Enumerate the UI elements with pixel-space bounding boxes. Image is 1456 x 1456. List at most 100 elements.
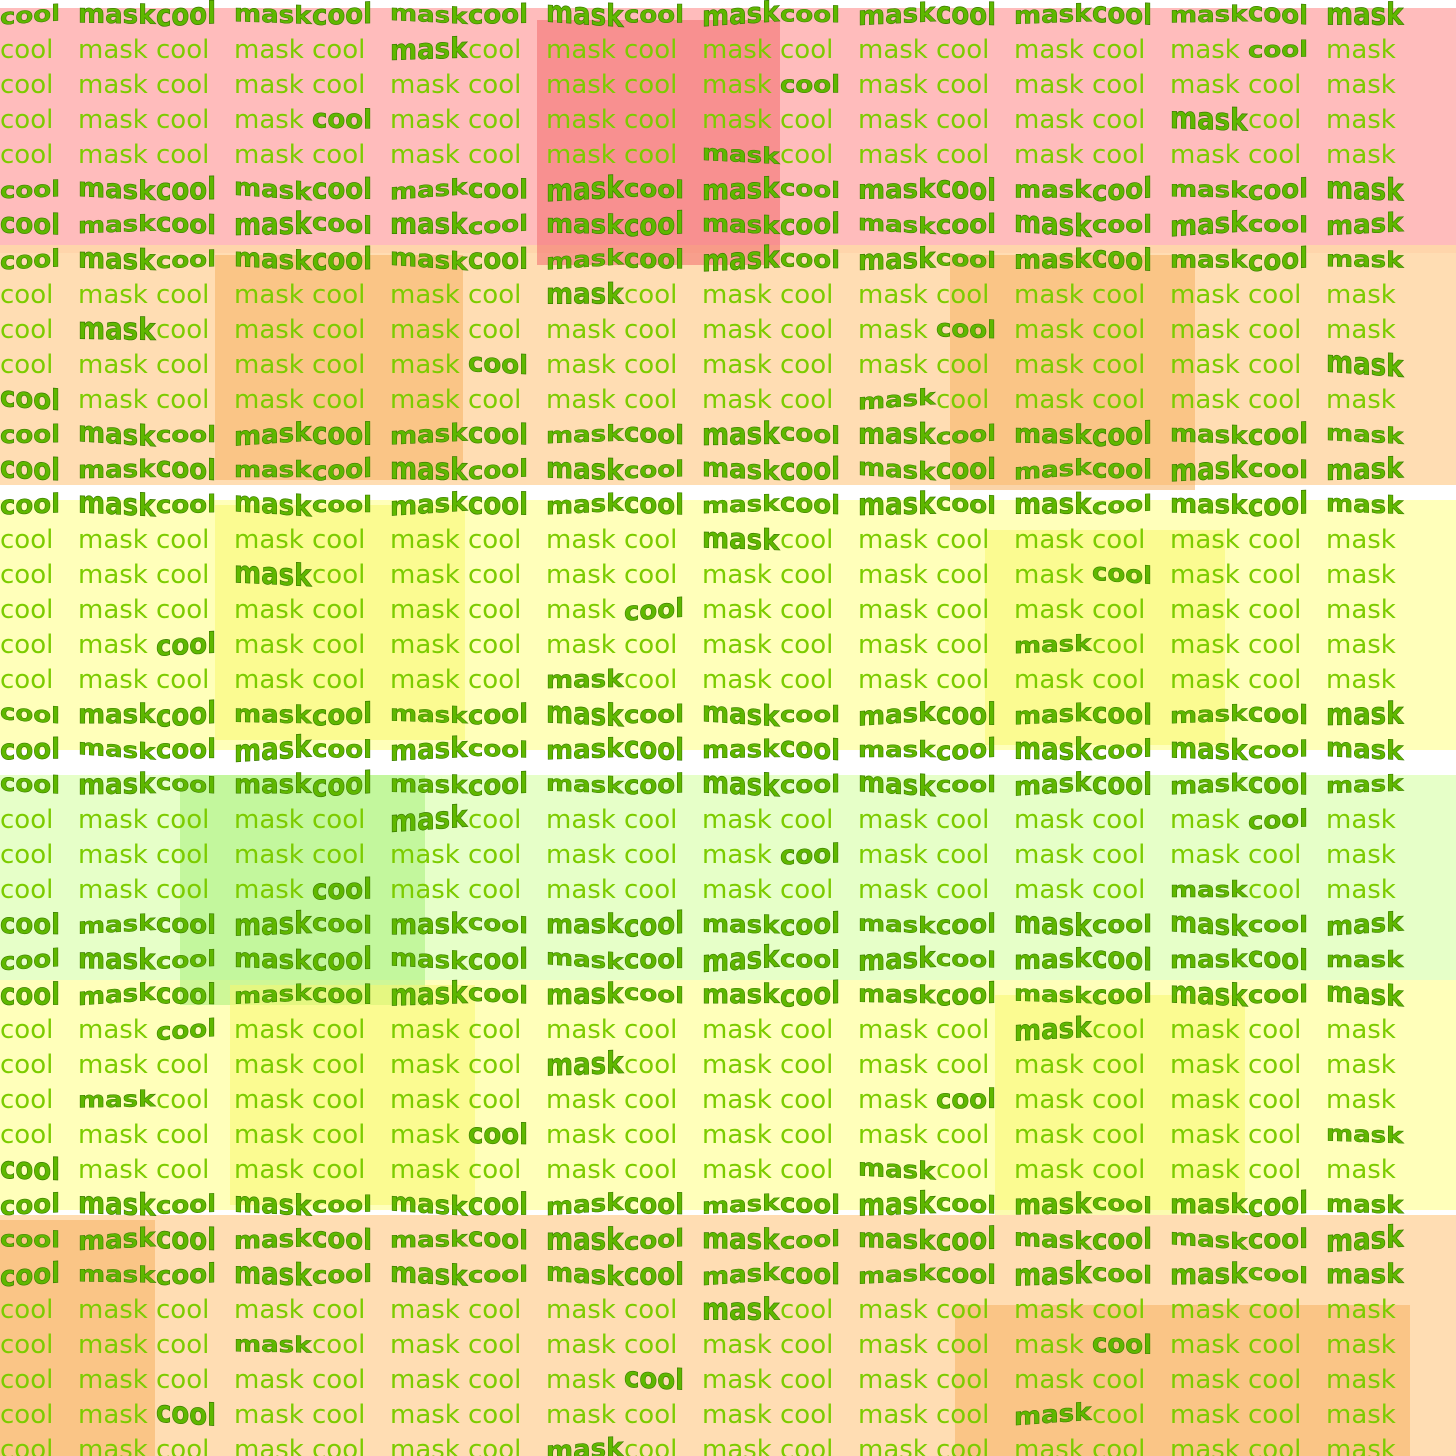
- pattern-word: cool: [312, 630, 366, 660]
- pattern-word: mask: [1170, 908, 1248, 943]
- pattern-word: cool: [468, 1365, 522, 1395]
- pattern-word: mask: [78, 1261, 156, 1289]
- pattern-word: mask: [546, 1048, 624, 1083]
- pattern-word: cool: [156, 734, 217, 766]
- pattern-word: cool: [468, 699, 529, 732]
- pattern-word: mask: [702, 209, 780, 241]
- pattern-word: mask: [234, 315, 304, 345]
- pattern-word: mask: [234, 1400, 304, 1430]
- pattern-word: cool: [468, 768, 529, 803]
- pattern-word: cool: [0, 453, 61, 488]
- pattern-word: mask: [1326, 1155, 1396, 1185]
- pattern-word: mask: [1170, 1435, 1240, 1456]
- pattern-word: cool: [780, 140, 834, 170]
- pattern-word: cool: [780, 1155, 834, 1185]
- pattern-word: cool: [780, 560, 834, 590]
- pattern-word: cool: [936, 1223, 997, 1258]
- pattern-word: mask: [546, 1433, 624, 1456]
- pattern-word: mask: [1014, 419, 1092, 451]
- pattern-word: mask: [858, 453, 936, 487]
- pattern-word: cool: [312, 280, 366, 310]
- pattern-word: cool: [468, 560, 522, 590]
- pattern-word: mask: [78, 1155, 148, 1185]
- pattern-word: mask: [234, 1224, 312, 1256]
- pattern-word: mask: [702, 418, 780, 453]
- pattern-word: mask: [390, 0, 468, 30]
- pattern-word: cool: [156, 1398, 217, 1433]
- pattern-word: cool: [468, 140, 522, 170]
- pattern-word: mask: [1170, 419, 1248, 451]
- pattern-word: mask: [858, 210, 936, 240]
- pattern-word: cool: [156, 1050, 210, 1080]
- pattern-word: cool: [0, 1330, 54, 1360]
- pattern-word: cool: [936, 1189, 997, 1221]
- pattern-word: mask: [1170, 1330, 1240, 1360]
- pattern-word: mask: [858, 1365, 928, 1395]
- pattern-word: mask: [1014, 488, 1092, 522]
- pattern-word: cool: [780, 1085, 834, 1115]
- pattern-word: cool: [1248, 1155, 1302, 1185]
- pattern-word: mask: [1170, 805, 1240, 835]
- pattern-word: cool: [780, 350, 834, 380]
- pattern-word: mask: [1170, 525, 1240, 555]
- pattern-word: mask: [78, 1295, 148, 1325]
- yellow-patch-lower-right: [995, 995, 1245, 1215]
- pattern-word: mask: [1170, 733, 1248, 768]
- pattern-word: mask: [546, 385, 616, 415]
- pattern-word: cool: [936, 280, 990, 310]
- pattern-word: cool: [312, 385, 366, 415]
- pattern-word: cool: [780, 488, 841, 522]
- pattern-word: mask: [702, 768, 780, 803]
- pattern-word: cool: [624, 805, 678, 835]
- pattern-word: mask: [858, 1330, 928, 1360]
- pattern-word: mask: [1014, 875, 1084, 905]
- pattern-word: cool: [1092, 1015, 1146, 1045]
- pattern-word: mask: [702, 35, 772, 65]
- pattern-word: cool: [936, 665, 990, 695]
- pattern-word: cool: [312, 1365, 366, 1395]
- pattern-word: cool: [624, 875, 678, 905]
- pattern-word: cool: [468, 630, 522, 660]
- pattern-word: mask: [234, 1258, 312, 1293]
- pattern-word: mask: [858, 840, 928, 870]
- pattern-word: cool: [312, 1191, 373, 1219]
- pattern-word: mask: [234, 525, 304, 555]
- pattern-word: cool: [0, 0, 61, 31]
- pattern-word: cool: [624, 525, 678, 555]
- pattern-word: mask: [702, 595, 772, 625]
- pattern-word: cool: [936, 1365, 990, 1395]
- pattern-word: cool: [1092, 70, 1146, 100]
- pattern-word: mask: [234, 980, 312, 1010]
- pattern-word: mask: [1170, 769, 1248, 802]
- pattern-word: cool: [156, 698, 217, 733]
- pattern-word: mask: [234, 558, 312, 593]
- pattern-word: cool: [468, 1435, 522, 1456]
- pattern-word: mask: [390, 1295, 460, 1325]
- pattern-word: cool: [624, 733, 685, 768]
- pattern-word: cool: [1248, 943, 1309, 978]
- pattern-word: mask: [546, 1015, 616, 1045]
- pattern-word: mask: [390, 453, 468, 488]
- pattern-word: mask: [234, 1435, 304, 1456]
- pattern-word: cool: [0, 665, 54, 695]
- pattern-word: cool: [1248, 280, 1302, 310]
- pattern-word: cool: [0, 350, 54, 380]
- pattern-word: cool: [936, 1400, 990, 1430]
- pattern-word: cool: [936, 1155, 990, 1185]
- pattern-word: cool: [936, 1258, 997, 1291]
- pattern-word: mask: [1326, 1190, 1404, 1220]
- pattern-word: cool: [1248, 665, 1302, 695]
- pattern-word: mask: [1170, 1120, 1240, 1150]
- pattern-word: mask: [1326, 1330, 1396, 1360]
- pattern-word: cool: [624, 1224, 685, 1257]
- pattern-word: mask: [546, 0, 624, 33]
- pattern-word: cool: [1092, 630, 1146, 660]
- pattern-word: cool: [468, 1118, 529, 1152]
- pattern-word: cool: [1092, 875, 1146, 905]
- pattern-word: cool: [0, 35, 54, 65]
- pattern-word: mask: [1014, 105, 1084, 135]
